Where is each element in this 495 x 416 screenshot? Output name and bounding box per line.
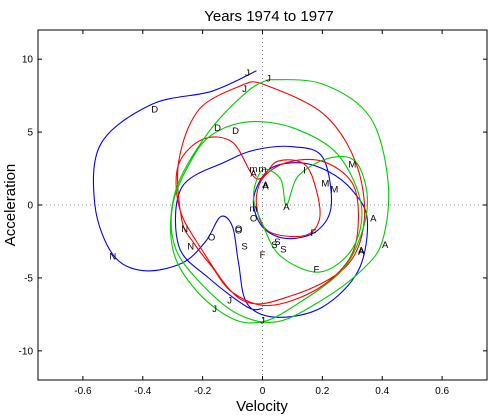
month-label: J xyxy=(212,304,217,315)
month-label: J xyxy=(245,68,250,79)
month-label: A xyxy=(358,247,365,258)
month-label: A xyxy=(358,246,365,257)
x-tick-label: 0.2 xyxy=(315,386,329,397)
month-label: M xyxy=(330,184,338,195)
month-label: F xyxy=(313,265,319,276)
month-label: D xyxy=(232,126,239,137)
month-label: F xyxy=(260,250,266,261)
month-label: m xyxy=(259,164,267,175)
month-label: m xyxy=(250,164,258,175)
month-label: A xyxy=(262,182,269,193)
month-label: N xyxy=(181,224,188,235)
series-layer xyxy=(92,70,390,324)
month-label: m xyxy=(250,203,258,214)
y-tick-label: 0 xyxy=(27,201,33,212)
month-label: N xyxy=(187,241,194,252)
month-label: S xyxy=(280,244,286,255)
month-label: J xyxy=(242,84,247,95)
y-axis-ticks: -10 -5 0 5 10 xyxy=(19,55,487,357)
y-tick-label: 5 xyxy=(27,128,33,139)
month-label: A xyxy=(370,214,377,225)
y-tick-label: 10 xyxy=(22,55,34,66)
x-tick-label: -0.4 xyxy=(134,386,152,397)
month-label: D xyxy=(151,104,158,115)
month-label: A xyxy=(250,168,257,179)
x-axis-label: Velocity xyxy=(236,398,288,415)
x-tick-label: 0.6 xyxy=(435,386,449,397)
month-label: O xyxy=(235,225,242,236)
x-tick-label: 0 xyxy=(260,386,266,397)
month-label: A xyxy=(283,202,290,213)
month-label: O xyxy=(208,233,215,244)
month-label: S xyxy=(241,241,247,252)
series-line-2 xyxy=(175,81,366,307)
month-label: O xyxy=(250,214,257,225)
month-label: J xyxy=(260,316,265,327)
month-label: S xyxy=(271,240,277,251)
x-tick-label: -0.2 xyxy=(194,386,212,397)
month-label: A xyxy=(262,180,269,191)
month-label: J xyxy=(266,74,271,85)
month-label: D xyxy=(214,123,221,134)
x-axis-ticks: -0.6 -0.4 -0.2 0 0.2 0.4 0.6 xyxy=(74,30,449,397)
y-tick-label: -5 xyxy=(24,273,33,284)
month-label: J xyxy=(227,295,232,306)
series-line-3 xyxy=(169,79,390,324)
month-label: A xyxy=(382,240,389,251)
y-axis-label: Acceleration xyxy=(2,164,19,247)
month-label: M xyxy=(348,160,356,171)
month-label: F xyxy=(310,228,316,239)
x-tick-label: 0.4 xyxy=(375,386,389,397)
month-label: M xyxy=(321,179,329,190)
chart-title: Years 1974 to 1977 xyxy=(204,8,334,25)
series-line-1 xyxy=(92,70,369,318)
month-label: I xyxy=(303,166,306,177)
y-tick-label: -10 xyxy=(19,346,34,357)
month-label: O xyxy=(235,224,242,235)
x-tick-label: -0.6 xyxy=(74,386,92,397)
month-label: S xyxy=(274,237,280,248)
month-label: N xyxy=(109,252,116,263)
